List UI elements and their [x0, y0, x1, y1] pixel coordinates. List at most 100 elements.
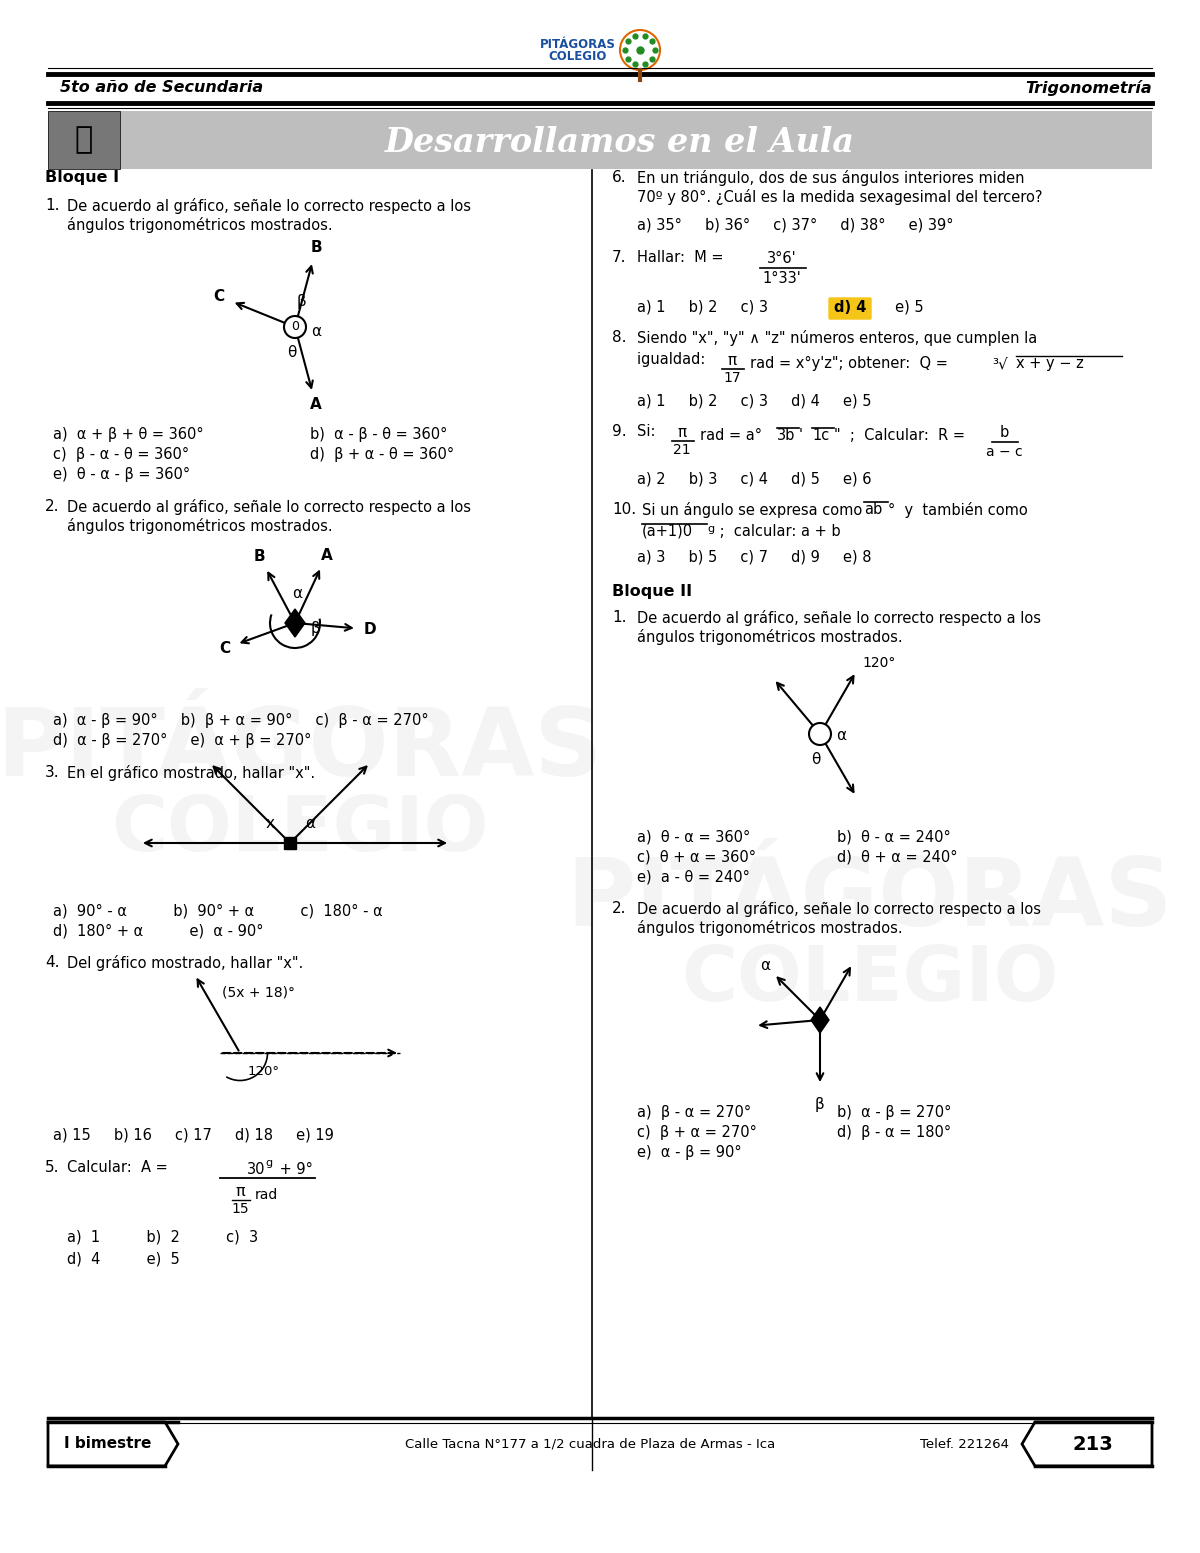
Text: a)  θ - α = 360°: a) θ - α = 360°	[637, 829, 750, 843]
Text: C: C	[214, 289, 224, 304]
Text: d)  α - β = 270°     e)  α + β = 270°: d) α - β = 270° e) α + β = 270°	[53, 733, 311, 749]
Text: PITÁGORAS: PITÁGORAS	[566, 854, 1174, 946]
Text: a)  90° - α          b)  90° + α          c)  180° - α: a) 90° - α b) 90° + α c) 180° - α	[53, 902, 383, 918]
Circle shape	[809, 724, 830, 745]
Text: b: b	[1000, 426, 1009, 439]
Text: 1.: 1.	[612, 610, 626, 624]
FancyBboxPatch shape	[48, 110, 120, 169]
Text: COLEGIO: COLEGIO	[548, 51, 607, 64]
Text: e) 5: e) 5	[872, 300, 924, 315]
Text: a) 1     b) 2     c) 3     d) 4     e) 5: a) 1 b) 2 c) 3 d) 4 e) 5	[637, 394, 871, 408]
Polygon shape	[1022, 1423, 1152, 1466]
Text: 0: 0	[292, 320, 299, 334]
Text: a) 1     b) 2     c) 3: a) 1 b) 2 c) 3	[637, 300, 791, 315]
Text: 2.: 2.	[46, 499, 60, 514]
Text: 1°33': 1°33'	[763, 272, 802, 286]
Text: A: A	[320, 548, 332, 562]
Text: Si:: Si:	[637, 424, 665, 439]
Text: En un triángulo, dos de sus ángulos interiores miden
70º y 80°. ¿Cuál es la medi: En un triángulo, dos de sus ángulos inte…	[637, 169, 1043, 205]
Text: Trigonometría: Trigonometría	[1025, 81, 1152, 96]
Polygon shape	[48, 1423, 178, 1466]
Text: (5x + 18)°: (5x + 18)°	[222, 985, 295, 999]
Text: 2.: 2.	[612, 901, 626, 916]
Text: rad = a°: rad = a°	[700, 429, 762, 443]
FancyBboxPatch shape	[48, 110, 1152, 169]
Text: De acuerdo al gráfico, señale lo correcto respecto a los
ángulos trigonométricos: De acuerdo al gráfico, señale lo correct…	[67, 499, 470, 534]
Text: a)  α - β = 90°     b)  β + α = 90°     c)  β - α = 270°: a) α - β = 90° b) β + α = 90° c) β - α =…	[53, 713, 428, 728]
Text: Del gráfico mostrado, hallar "x".: Del gráfico mostrado, hallar "x".	[67, 955, 304, 971]
Text: d)  β - α = 180°: d) β - α = 180°	[838, 1124, 952, 1140]
Text: PITÁGORAS: PITÁGORAS	[540, 39, 616, 51]
Text: 5to año de Secundaria: 5to año de Secundaria	[60, 81, 263, 95]
Text: 1.: 1.	[46, 197, 60, 213]
Text: igualdad:: igualdad:	[637, 353, 710, 367]
Text: 10.: 10.	[612, 502, 636, 517]
Text: 120°: 120°	[248, 1065, 280, 1078]
Text: 15: 15	[232, 1202, 248, 1216]
Text: 3°6': 3°6'	[767, 252, 797, 266]
Text: α: α	[292, 585, 302, 601]
Text: θ: θ	[287, 345, 296, 360]
Text: 🏛: 🏛	[74, 126, 94, 154]
Text: + 9°: + 9°	[275, 1162, 313, 1177]
Text: e)  a - θ = 240°: e) a - θ = 240°	[637, 870, 750, 884]
Text: α: α	[761, 958, 770, 974]
Text: B: B	[254, 550, 265, 564]
Text: Siendo "x", "y" ∧ "z" números enteros, que cumplen la: Siendo "x", "y" ∧ "z" números enteros, q…	[637, 329, 1037, 346]
Text: b)  α - β = 270°: b) α - β = 270°	[838, 1106, 952, 1120]
Text: rad: rad	[256, 1188, 278, 1202]
Text: Calcular:  A =: Calcular: A =	[67, 1160, 173, 1176]
Text: g: g	[265, 1159, 272, 1168]
Text: x: x	[266, 815, 275, 831]
Text: d) 4: d) 4	[834, 300, 866, 315]
Text: Desarrollamos en el Aula: Desarrollamos en el Aula	[385, 126, 854, 158]
Text: ': '	[799, 429, 803, 443]
Text: 6.: 6.	[612, 169, 626, 185]
Text: 5.: 5.	[46, 1160, 60, 1176]
Text: De acuerdo al gráfico, señale lo correcto respecto a los
ángulos trigonométricos: De acuerdo al gráfico, señale lo correct…	[637, 901, 1042, 935]
Text: Bloque I: Bloque I	[46, 169, 119, 185]
Text: a) 35°     b) 36°     c) 37°     d) 38°     e) 39°: a) 35° b) 36° c) 37° d) 38° e) 39°	[637, 217, 954, 233]
Text: a)  β - α = 270°: a) β - α = 270°	[637, 1106, 751, 1120]
Text: β: β	[815, 1096, 824, 1112]
Text: 120°: 120°	[862, 655, 895, 669]
Text: a) 3     b) 5     c) 7     d) 9     e) 8: a) 3 b) 5 c) 7 d) 9 e) 8	[637, 550, 871, 564]
Text: A: A	[310, 396, 322, 412]
Polygon shape	[811, 1006, 829, 1033]
Text: a) 15     b) 16     c) 17     d) 18     e) 19: a) 15 b) 16 c) 17 d) 18 e) 19	[53, 1127, 334, 1143]
Text: a)  α + β + θ = 360°: a) α + β + θ = 360°	[53, 427, 204, 443]
Text: (a+1)0: (a+1)0	[642, 523, 694, 539]
Text: d)  θ + α = 240°: d) θ + α = 240°	[838, 849, 958, 863]
Text: ³√: ³√	[992, 356, 1008, 371]
Text: 3.: 3.	[46, 766, 60, 780]
Text: θ: θ	[811, 752, 821, 767]
Text: π: π	[727, 353, 737, 368]
Text: α: α	[311, 323, 322, 339]
Text: C: C	[218, 641, 230, 657]
Text: d)  β + α - θ = 360°: d) β + α - θ = 360°	[310, 447, 454, 461]
Text: π: π	[235, 1183, 245, 1199]
Text: 1c: 1c	[812, 429, 829, 443]
Text: α: α	[836, 728, 846, 744]
Text: c)  β + α = 270°: c) β + α = 270°	[637, 1124, 757, 1140]
Polygon shape	[284, 837, 296, 849]
Text: De acuerdo al gráfico, señale lo correcto respecto a los
ángulos trigonométricos: De acuerdo al gráfico, señale lo correct…	[67, 197, 470, 233]
Text: 21: 21	[673, 443, 691, 457]
Text: PITÁGORAS: PITÁGORAS	[0, 704, 604, 797]
Text: c)  β - α - θ = 360°: c) β - α - θ = 360°	[53, 447, 190, 461]
Text: ab: ab	[864, 502, 882, 517]
Text: π: π	[678, 426, 686, 439]
Text: 213: 213	[1073, 1435, 1114, 1454]
Text: COLEGIO: COLEGIO	[112, 794, 488, 867]
Text: 8.: 8.	[612, 329, 626, 345]
Text: 17: 17	[724, 371, 740, 385]
Text: b)  θ - α = 240°: b) θ - α = 240°	[838, 829, 950, 843]
Text: Hallar:  M =: Hallar: M =	[637, 250, 728, 266]
Text: B: B	[311, 241, 322, 255]
Text: a)  1          b)  2          c)  3: a) 1 b) 2 c) 3	[67, 1230, 258, 1246]
Text: I bimestre: I bimestre	[65, 1437, 151, 1452]
Text: Calle Tacna N°177 a 1/2 cuadra de Plaza de Armas - Ica: Calle Tacna N°177 a 1/2 cuadra de Plaza …	[404, 1438, 775, 1451]
Text: β: β	[311, 621, 320, 637]
Text: 7.: 7.	[612, 250, 626, 266]
Text: a − c: a − c	[985, 446, 1022, 460]
